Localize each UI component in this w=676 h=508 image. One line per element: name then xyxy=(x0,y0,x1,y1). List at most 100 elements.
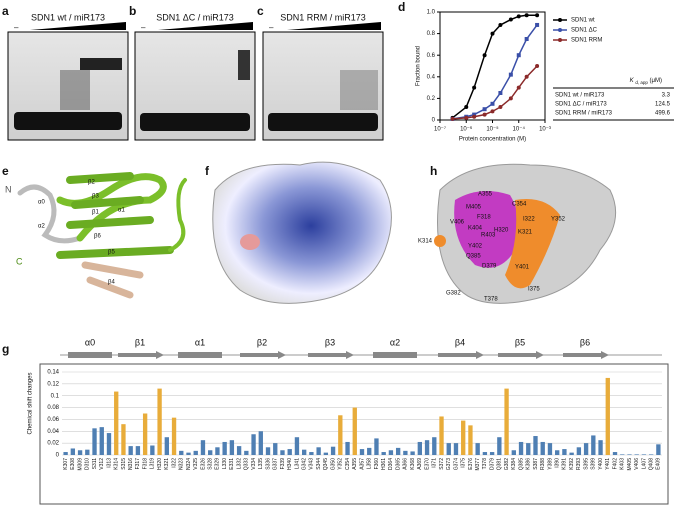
point xyxy=(490,109,495,114)
structure-label: β4 xyxy=(455,337,465,347)
structure-label: α2 xyxy=(38,224,45,230)
x-tick-label: A369 xyxy=(417,458,423,470)
residue-label: T378 xyxy=(484,297,498,303)
structure-element xyxy=(373,352,417,358)
x-tick-label: 10⁻⁶ xyxy=(460,126,473,133)
bar xyxy=(533,436,538,455)
x-tick-label: V325 xyxy=(193,458,199,470)
x-tick-label: D364 xyxy=(388,458,394,470)
residue-label: Y352 xyxy=(551,217,566,223)
x-tick-label: H320 xyxy=(157,458,163,470)
x-tick-label: K368 xyxy=(410,458,416,470)
residue-label: G382 xyxy=(446,291,461,297)
structure-label: β3 xyxy=(325,337,335,347)
bar xyxy=(171,417,177,455)
bar xyxy=(395,447,401,455)
bar xyxy=(656,444,661,455)
table-header: K d, app (μM) xyxy=(630,78,662,85)
x-tick-label: R393 xyxy=(576,458,582,470)
bar xyxy=(432,437,437,455)
x-tick-label: G350 xyxy=(330,458,336,470)
bar xyxy=(518,441,524,455)
x-tick-label: A355 xyxy=(352,458,358,470)
x-tick-label: D365 xyxy=(395,458,401,470)
bar xyxy=(258,431,263,455)
bar xyxy=(251,434,256,455)
residue-label: M405 xyxy=(466,205,482,211)
x-tick-label: E326 xyxy=(200,458,206,470)
legend-label: SDN1 ΔC xyxy=(571,28,598,34)
bar xyxy=(265,447,271,455)
x-tick-label: K321 xyxy=(164,458,170,470)
bar xyxy=(280,450,285,455)
bar xyxy=(612,452,618,455)
x-tick-label: K386 xyxy=(526,458,532,470)
table-header-part: d, app xyxy=(635,80,648,85)
x-tick-label: I313 xyxy=(106,458,112,468)
x-tick-label: Y389 xyxy=(547,458,553,470)
bar xyxy=(497,437,502,455)
bar xyxy=(150,445,155,455)
x-tick-label: Q385 xyxy=(518,458,524,470)
y-tick-label: 0.4 xyxy=(427,74,436,80)
bar xyxy=(114,391,119,455)
structure-label: β1 xyxy=(135,337,145,347)
x-tick-label: E329 xyxy=(215,458,221,470)
x-tick-label: M377 xyxy=(475,458,481,471)
x-tick-label: L407 xyxy=(641,458,647,469)
legend-marker xyxy=(558,38,562,42)
x-tick-label: I322 xyxy=(171,458,177,468)
bar xyxy=(482,452,488,455)
gel-minus: – xyxy=(269,23,274,32)
bar xyxy=(244,450,249,455)
legend-marker xyxy=(558,28,562,32)
point xyxy=(524,37,529,41)
structure-label: β2 xyxy=(257,337,267,347)
wedge xyxy=(287,22,381,30)
bar xyxy=(381,452,386,455)
bar xyxy=(63,452,68,455)
x-tick-label: V406 xyxy=(634,458,640,470)
x-tick-label: S399 xyxy=(591,458,597,470)
x-tick-label: H340 xyxy=(287,458,293,470)
structure-label: α2 xyxy=(390,337,400,347)
x-tick-label: K384 xyxy=(511,458,517,470)
bar xyxy=(461,420,466,455)
x-tick-label: M405 xyxy=(627,458,633,471)
x-tick-label: Y400 xyxy=(598,458,604,470)
wedge xyxy=(30,22,126,30)
panel-label: f xyxy=(205,164,210,178)
panel-label: g xyxy=(2,342,9,356)
x-tick-label: F402 xyxy=(612,458,618,470)
bar xyxy=(583,443,589,455)
y-tick-label: 0 xyxy=(432,118,436,124)
bar xyxy=(591,435,596,455)
chart-frame xyxy=(39,363,669,505)
bar xyxy=(526,443,531,455)
point xyxy=(482,107,487,112)
bar xyxy=(598,440,603,455)
y-tick-label: 0.04 xyxy=(47,429,59,435)
structure-element xyxy=(563,351,609,359)
structure-label: β1 xyxy=(92,210,99,216)
residue-label: Y401 xyxy=(515,265,530,271)
bar xyxy=(99,427,104,455)
bar xyxy=(208,450,213,455)
bar xyxy=(453,443,459,455)
residue-label: Y402 xyxy=(468,244,483,250)
gel-b xyxy=(134,31,256,141)
electrostatic-surface xyxy=(212,161,392,304)
bar xyxy=(316,447,321,455)
x-tick-label: K307 xyxy=(63,458,69,470)
negative-patch xyxy=(240,234,260,250)
residue-label: A355 xyxy=(478,192,493,198)
x-tick-label: G337 xyxy=(273,458,279,470)
bar xyxy=(540,441,545,455)
x-tick-label: G342 xyxy=(301,458,307,470)
x-tick-label: N323 xyxy=(179,458,185,470)
x-tick-label: M309 xyxy=(77,458,83,471)
bar xyxy=(142,413,148,455)
bar xyxy=(403,450,408,455)
bar xyxy=(106,433,112,455)
bar xyxy=(417,441,422,455)
